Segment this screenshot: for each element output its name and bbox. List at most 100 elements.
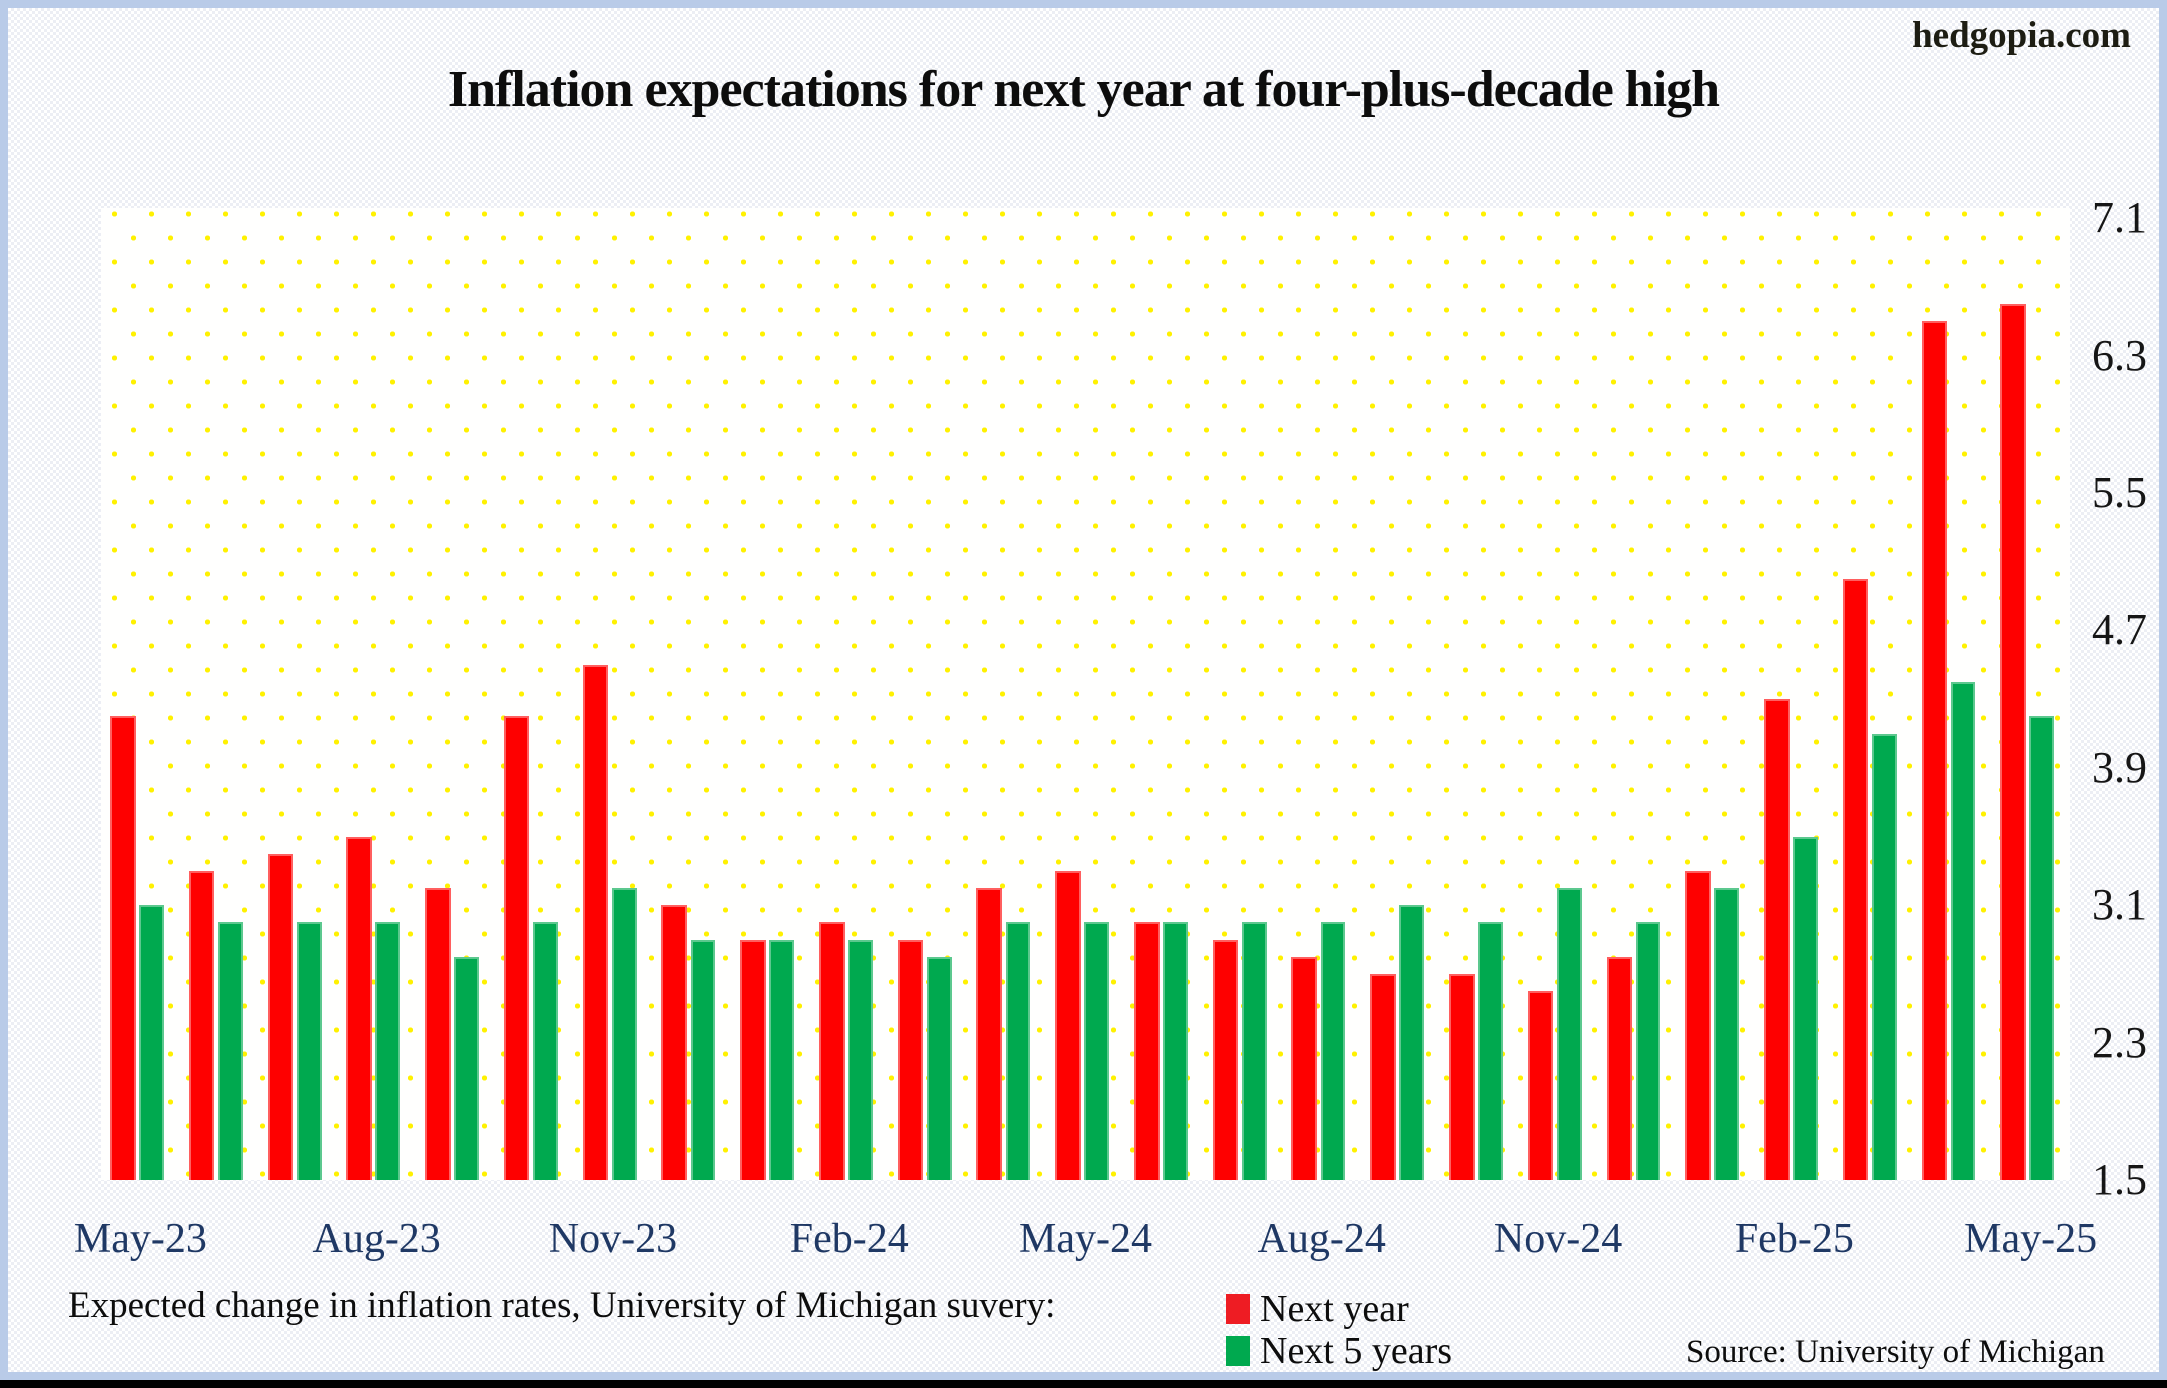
legend-label-next-year: Next year	[1260, 1288, 1409, 1330]
bar-next-year	[1606, 956, 1633, 1180]
bar-next-5-years	[454, 956, 480, 1180]
bar-next-5-years	[296, 922, 322, 1180]
source-note: Source: University of Michigan	[1686, 1334, 2105, 1370]
bar-group-May-23	[101, 208, 180, 1180]
bar-next-year	[1212, 939, 1239, 1180]
bar-next-5-years	[1005, 922, 1031, 1180]
bar-next-5-years	[1635, 922, 1661, 1180]
x-axis-label: Aug-24	[1257, 1216, 1386, 1262]
bar-next-5-years	[1320, 922, 1346, 1180]
bar-next-5-years	[1478, 922, 1503, 1180]
bar-next-5-years	[375, 922, 401, 1180]
bar-next-year	[425, 888, 451, 1180]
bar-next-year	[503, 716, 530, 1180]
y-axis-label: 4.7	[2092, 605, 2147, 655]
bar-next-5-years	[690, 939, 716, 1180]
bar-next-5-years	[1241, 922, 1267, 1180]
bar-next-year	[1527, 991, 1554, 1180]
bar-next-5-years	[2029, 716, 2055, 1180]
y-axis-label: 1.5	[2092, 1155, 2147, 1204]
plot-area	[101, 208, 2070, 1180]
chart-title: Inflation expectations for next year at …	[447, 61, 1720, 118]
legend: Next year Next 5 years	[1226, 1288, 1452, 1372]
bar-next-year	[1764, 699, 1790, 1180]
bar-next-year	[1921, 321, 1948, 1180]
y-axis-label: 2.3	[2092, 1017, 2147, 1067]
y-axis-label: 7.1	[2092, 193, 2147, 243]
bar-group-Dec-23	[652, 208, 731, 1180]
x-axis-label: Feb-24	[789, 1216, 909, 1262]
legend-item-next-year: Next year	[1226, 1288, 1452, 1330]
bar-group-Feb-24	[810, 208, 889, 1180]
x-axis-label: Nov-24	[1493, 1216, 1623, 1262]
bar-next-year	[110, 716, 136, 1180]
bar-group-Aug-23	[337, 208, 416, 1180]
legend-swatch-next-year	[1226, 1294, 1250, 1324]
bar-next-year	[1055, 870, 1081, 1180]
bottom-edge-strip	[0, 1380, 2167, 1388]
bar-group-Jul-23	[259, 208, 338, 1180]
legend-swatch-next-5-years	[1226, 1336, 1250, 1366]
bar-group-Oct-24	[1440, 208, 1519, 1180]
bar-group-May-25	[1991, 208, 2070, 1180]
bar-next-year	[740, 939, 766, 1180]
bar-next-year	[1370, 973, 1396, 1180]
bar-next-5-years	[1950, 682, 1976, 1180]
bar-next-year	[897, 939, 924, 1180]
bar-next-year	[582, 664, 609, 1180]
bar-next-5-years	[532, 922, 558, 1180]
footer-note: Expected change in inflation rates, Univ…	[68, 1285, 1056, 1326]
y-axis-label: 3.9	[2092, 742, 2147, 792]
y-axis-label: 3.1	[2092, 880, 2147, 930]
x-axis-label: Aug-23	[312, 1216, 441, 1262]
x-axis-label: May-24	[1019, 1216, 1152, 1262]
bar-next-5-years	[1714, 888, 1740, 1180]
watermark: hedgopia.com	[1912, 15, 2131, 56]
bar-next-5-years	[848, 939, 873, 1180]
bar-group-Jul-24	[1204, 208, 1283, 1180]
bar-group-Jan-24	[731, 208, 810, 1180]
bar-group-Mar-24	[889, 208, 968, 1180]
y-axis-label: 6.3	[2092, 330, 2147, 380]
bar-next-5-years	[1793, 836, 1818, 1180]
bar-next-5-years	[1084, 922, 1110, 1180]
bar-group-Apr-24	[967, 208, 1046, 1180]
bar-next-5-years	[217, 922, 243, 1180]
bar-next-year	[2000, 304, 2026, 1180]
bar-next-year	[1685, 870, 1711, 1180]
bar-next-5-years	[926, 956, 952, 1180]
bar-group-Sep-24	[1361, 208, 1440, 1180]
bar-next-year	[267, 853, 294, 1180]
bar-next-5-years	[139, 905, 164, 1180]
bar-group-Oct-23	[495, 208, 574, 1180]
bar-next-year	[1291, 956, 1318, 1180]
bar-group-Aug-24	[1282, 208, 1361, 1180]
x-axis-label: May-23	[73, 1216, 207, 1262]
bar-next-year	[346, 836, 372, 1180]
bar-group-Sep-23	[416, 208, 495, 1180]
bar-group-Jun-23	[180, 208, 259, 1180]
bar-next-5-years	[1556, 888, 1582, 1180]
bar-group-May-24	[1046, 208, 1125, 1180]
bar-next-year	[188, 870, 215, 1180]
x-axis-label: Feb-25	[1734, 1216, 1854, 1262]
x-axis-label: May-25	[1964, 1216, 2098, 1262]
bar-group-Jun-24	[1125, 208, 1204, 1180]
legend-label-next-5-years: Next 5 years	[1260, 1330, 1453, 1372]
bar-next-year	[1449, 973, 1475, 1180]
bar-next-5-years	[611, 888, 637, 1180]
bar-next-year	[661, 905, 687, 1180]
y-axis-label: 5.5	[2092, 468, 2147, 518]
bar-next-5-years	[1163, 922, 1188, 1180]
bar-group-Dec-24	[1597, 208, 1676, 1180]
bar-group-Nov-24	[1519, 208, 1598, 1180]
bar-next-5-years	[769, 939, 795, 1180]
legend-item-next-5-years: Next 5 years	[1226, 1330, 1452, 1372]
bar-group-Mar-25	[1834, 208, 1913, 1180]
bar-group-Jan-25	[1676, 208, 1755, 1180]
bar-group-Nov-23	[574, 208, 653, 1180]
bar-next-year	[818, 922, 845, 1180]
bar-next-5-years	[1399, 905, 1425, 1180]
bar-next-year	[1133, 922, 1160, 1180]
